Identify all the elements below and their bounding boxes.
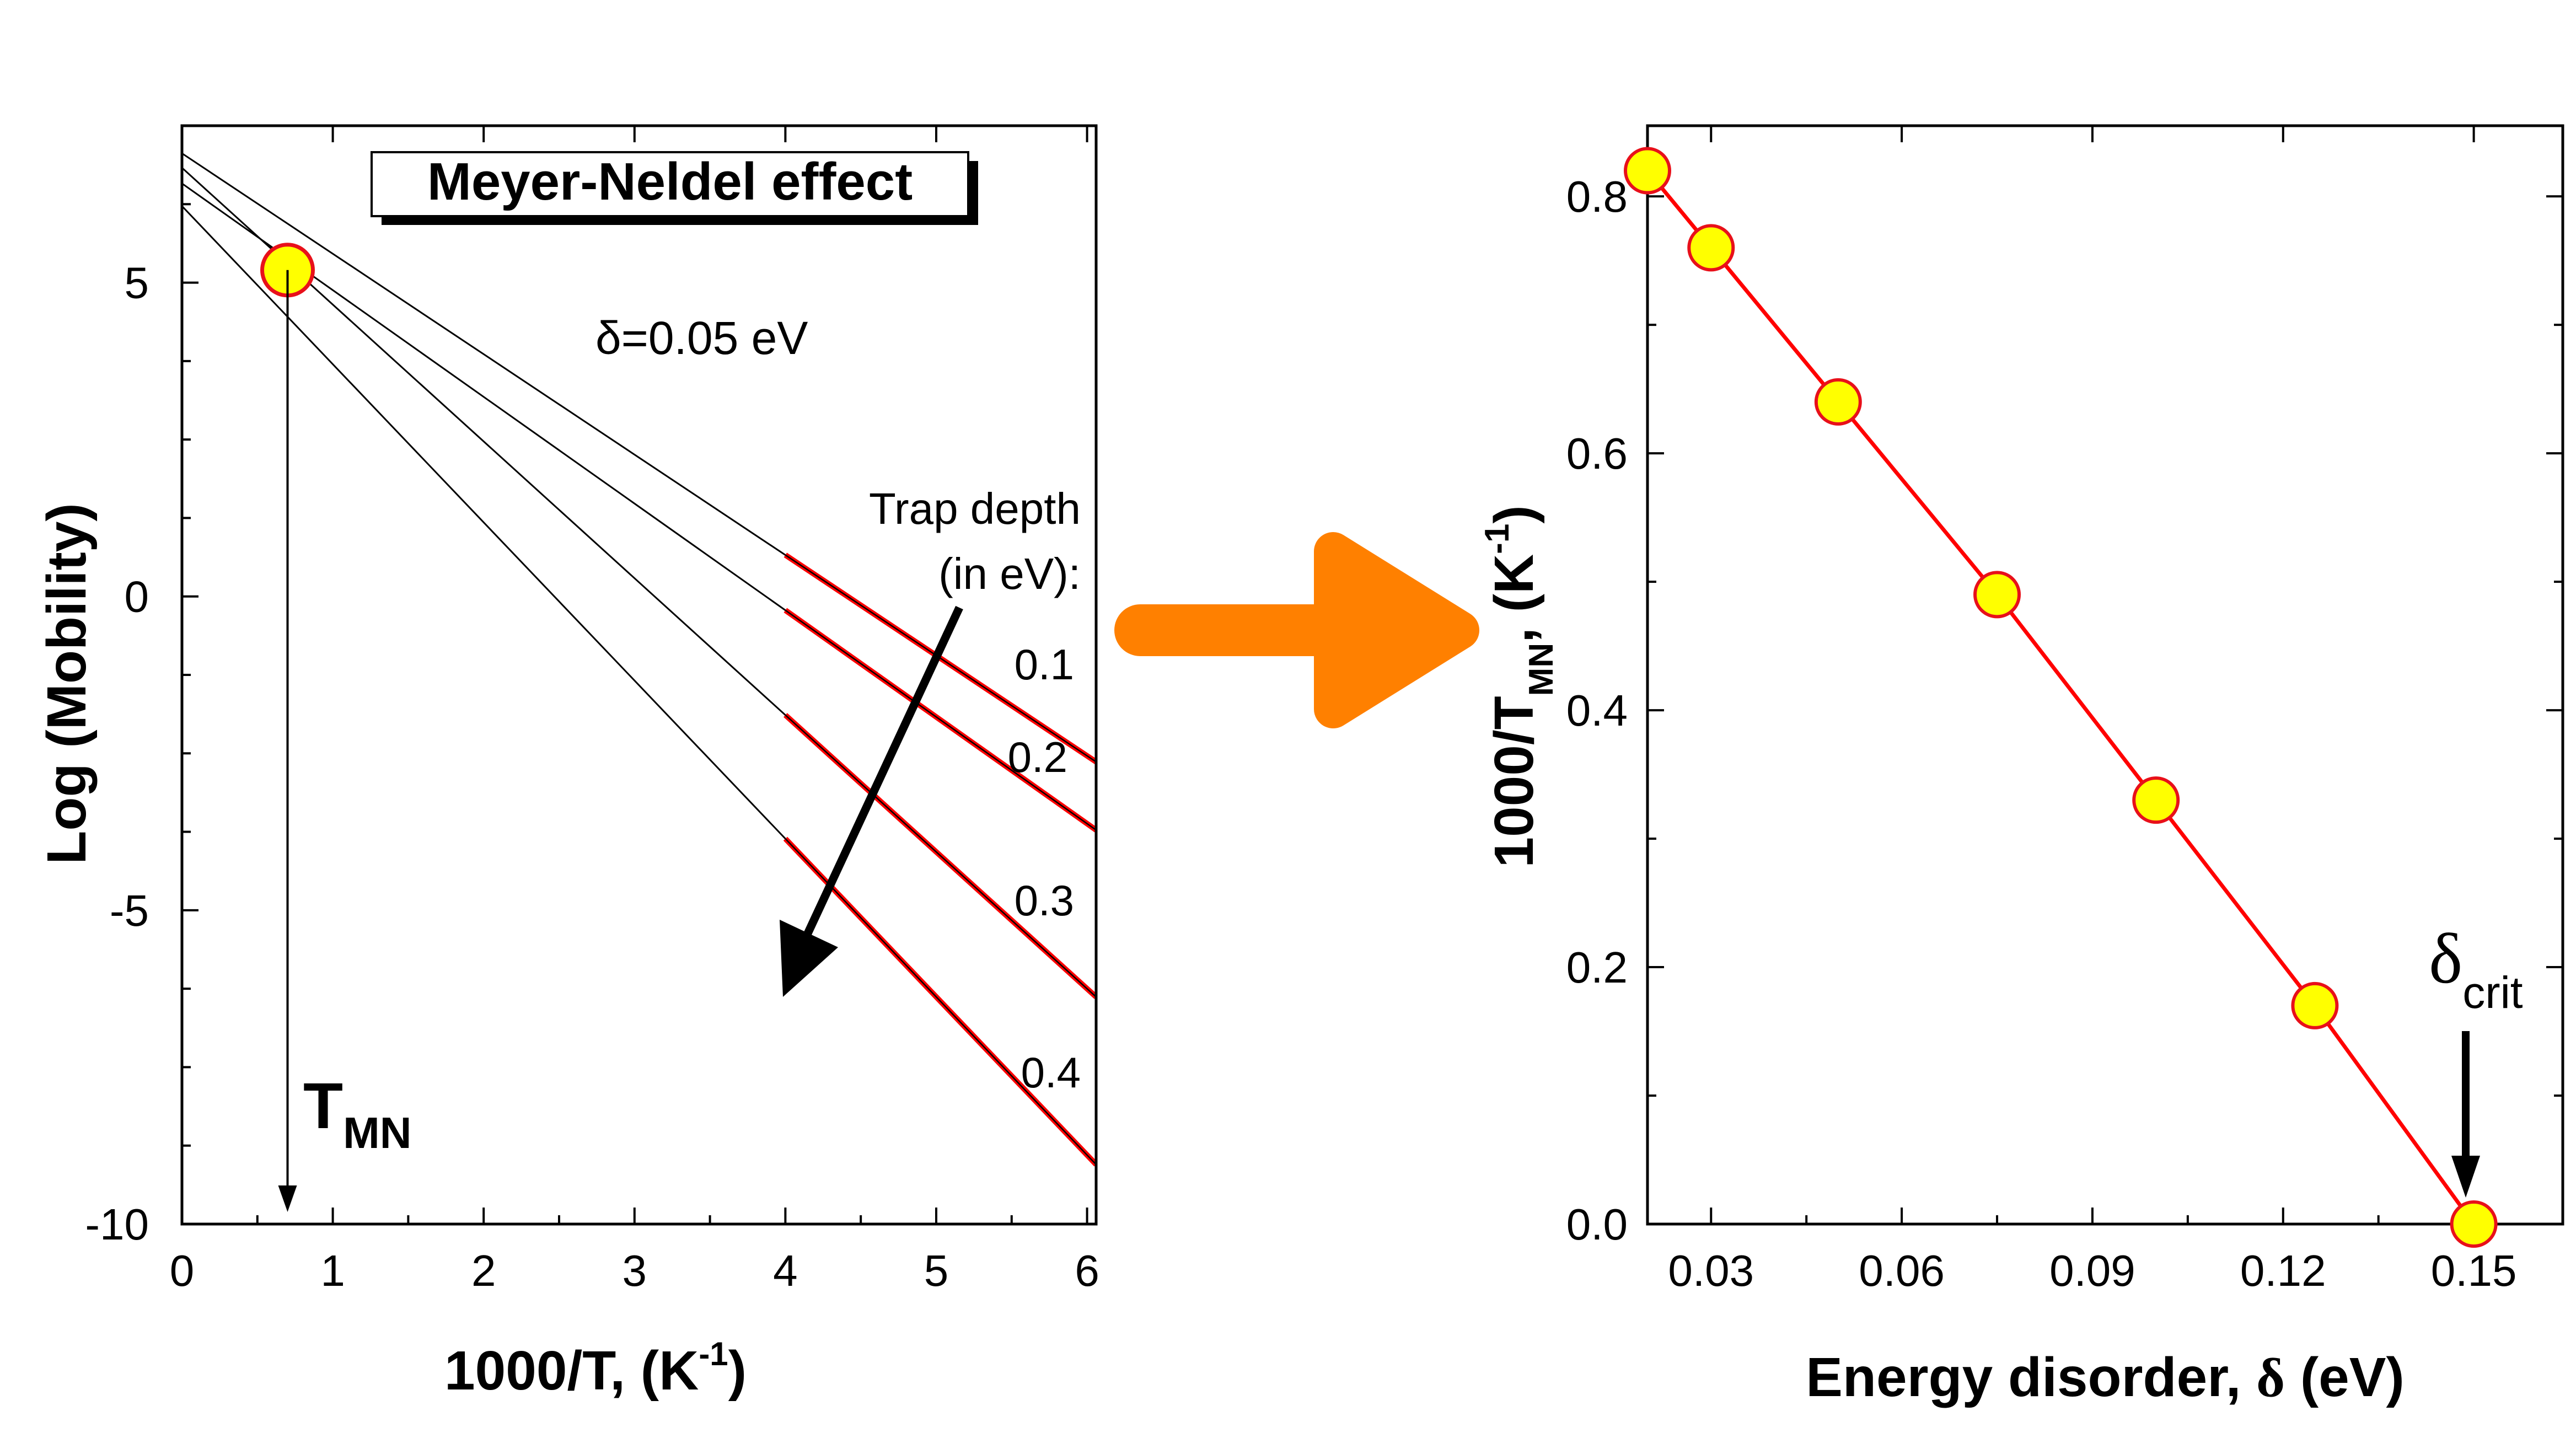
left-x-tick-label: 5 bbox=[924, 1246, 949, 1295]
left-y-axis-label: Log (Mobility) bbox=[36, 503, 98, 864]
left-title: Meyer-Neldel effect bbox=[427, 152, 913, 211]
tmn-arrow-head bbox=[278, 1185, 297, 1212]
right-y-tick-label: 0.4 bbox=[1566, 686, 1628, 735]
legend-title-line-1: Trap depth bbox=[869, 484, 1081, 533]
transition-arrow-head bbox=[1314, 532, 1479, 728]
left-fit-segments bbox=[783, 552, 1096, 1167]
left-title-box: Meyer-Neldel effect bbox=[371, 151, 978, 225]
right-x-tick-label: 0.06 bbox=[1859, 1246, 1945, 1295]
left-axis-ticks: 0 1 2 3 4 5 6 -10 -5 0 5 bbox=[85, 125, 1099, 1295]
data-point bbox=[1687, 224, 1735, 272]
trend-arrow-shaft bbox=[796, 605, 963, 953]
left-y-tick-label: 0 bbox=[125, 572, 149, 621]
left-x-tick-label: 2 bbox=[471, 1246, 496, 1295]
tmn-label: TMN bbox=[303, 1070, 412, 1157]
left-plot-frame bbox=[180, 124, 1098, 1226]
transition-arrow bbox=[1114, 532, 1479, 728]
right-y-axis-label: 1000/TMN, (K-1) bbox=[1478, 505, 1560, 867]
right-x-tick-label: 0.15 bbox=[2431, 1246, 2517, 1295]
right-x-axis-label: Energy disorder, δ (eV) bbox=[1806, 1346, 2405, 1408]
data-point bbox=[1973, 571, 2021, 619]
right-y-tick-label: 0.0 bbox=[1566, 1200, 1628, 1249]
data-point bbox=[1624, 147, 1671, 195]
left-y-tick-label: -5 bbox=[110, 886, 149, 935]
left-x-tick-label: 4 bbox=[773, 1246, 798, 1295]
fit-segment-core-0.2 bbox=[785, 609, 1096, 831]
series-label-0.3: 0.3 bbox=[1015, 876, 1074, 925]
left-chart: 0 1 2 3 4 5 6 -10 -5 0 5 Meyer-Neldel effect δ=0.0… bbox=[36, 124, 1099, 1402]
right-x-tick-label: 0.03 bbox=[1668, 1246, 1754, 1295]
left-x-tick-label: 0 bbox=[170, 1246, 195, 1295]
trend-arrow bbox=[780, 605, 963, 997]
right-axis-ticks: 0.03 0.06 0.09 0.12 0.15 0.0 0.2 0.4 0.6 0.8 bbox=[1566, 126, 2563, 1295]
right-series-line bbox=[1647, 169, 2476, 1224]
left-x-tick-label: 1 bbox=[320, 1246, 345, 1295]
right-chart: 0.03 0.06 0.09 0.12 0.15 0.0 0.2 0.4 0.6 0.8 δcri… bbox=[1478, 124, 2564, 1408]
right-y-tick-label: 0.8 bbox=[1566, 172, 1628, 221]
critical-label: δcrit bbox=[2429, 919, 2523, 1018]
series-label-0.4: 0.4 bbox=[1021, 1048, 1081, 1097]
trend-arrow-head bbox=[780, 920, 838, 997]
left-x-tick-label: 6 bbox=[1075, 1246, 1099, 1295]
right-x-tick-label: 0.12 bbox=[2240, 1246, 2326, 1295]
left-y-tick-label: -10 bbox=[85, 1200, 149, 1249]
left-x-axis-label: 1000/T, (K-1) bbox=[444, 1335, 747, 1402]
right-y-tick-label: 0.2 bbox=[1566, 943, 1628, 992]
data-point bbox=[2450, 1200, 2498, 1248]
fit-segment-core-0.1 bbox=[785, 554, 1096, 763]
data-point bbox=[2132, 776, 2180, 824]
left-y-tick-label: 5 bbox=[125, 259, 149, 308]
title-box-frame bbox=[371, 151, 969, 217]
right-plot-frame bbox=[1646, 124, 2564, 1226]
fit-segment-core-0.3 bbox=[785, 714, 1096, 997]
legend-title-line-2: (in eV): bbox=[938, 549, 1081, 598]
left-annotation: δ=0.05 eV bbox=[595, 312, 808, 364]
tmn-arrow bbox=[278, 270, 297, 1212]
right-markers bbox=[1624, 147, 2498, 1248]
series-label-0.1: 0.1 bbox=[1015, 640, 1074, 689]
critical-arrow-head bbox=[2451, 1156, 2480, 1198]
right-x-tick-label: 0.09 bbox=[2049, 1246, 2135, 1295]
right-plot-area bbox=[1647, 169, 2476, 1224]
left-x-tick-label: 3 bbox=[622, 1246, 647, 1295]
fit-segment-core-0.4 bbox=[785, 838, 1096, 1165]
left-plot-area bbox=[182, 152, 1096, 1166]
right-y-tick-label: 0.6 bbox=[1566, 429, 1628, 478]
data-point bbox=[2291, 981, 2339, 1029]
critical-arrow bbox=[2451, 1031, 2480, 1198]
series-label-0.2: 0.2 bbox=[1008, 733, 1067, 781]
data-point bbox=[1814, 378, 1862, 426]
